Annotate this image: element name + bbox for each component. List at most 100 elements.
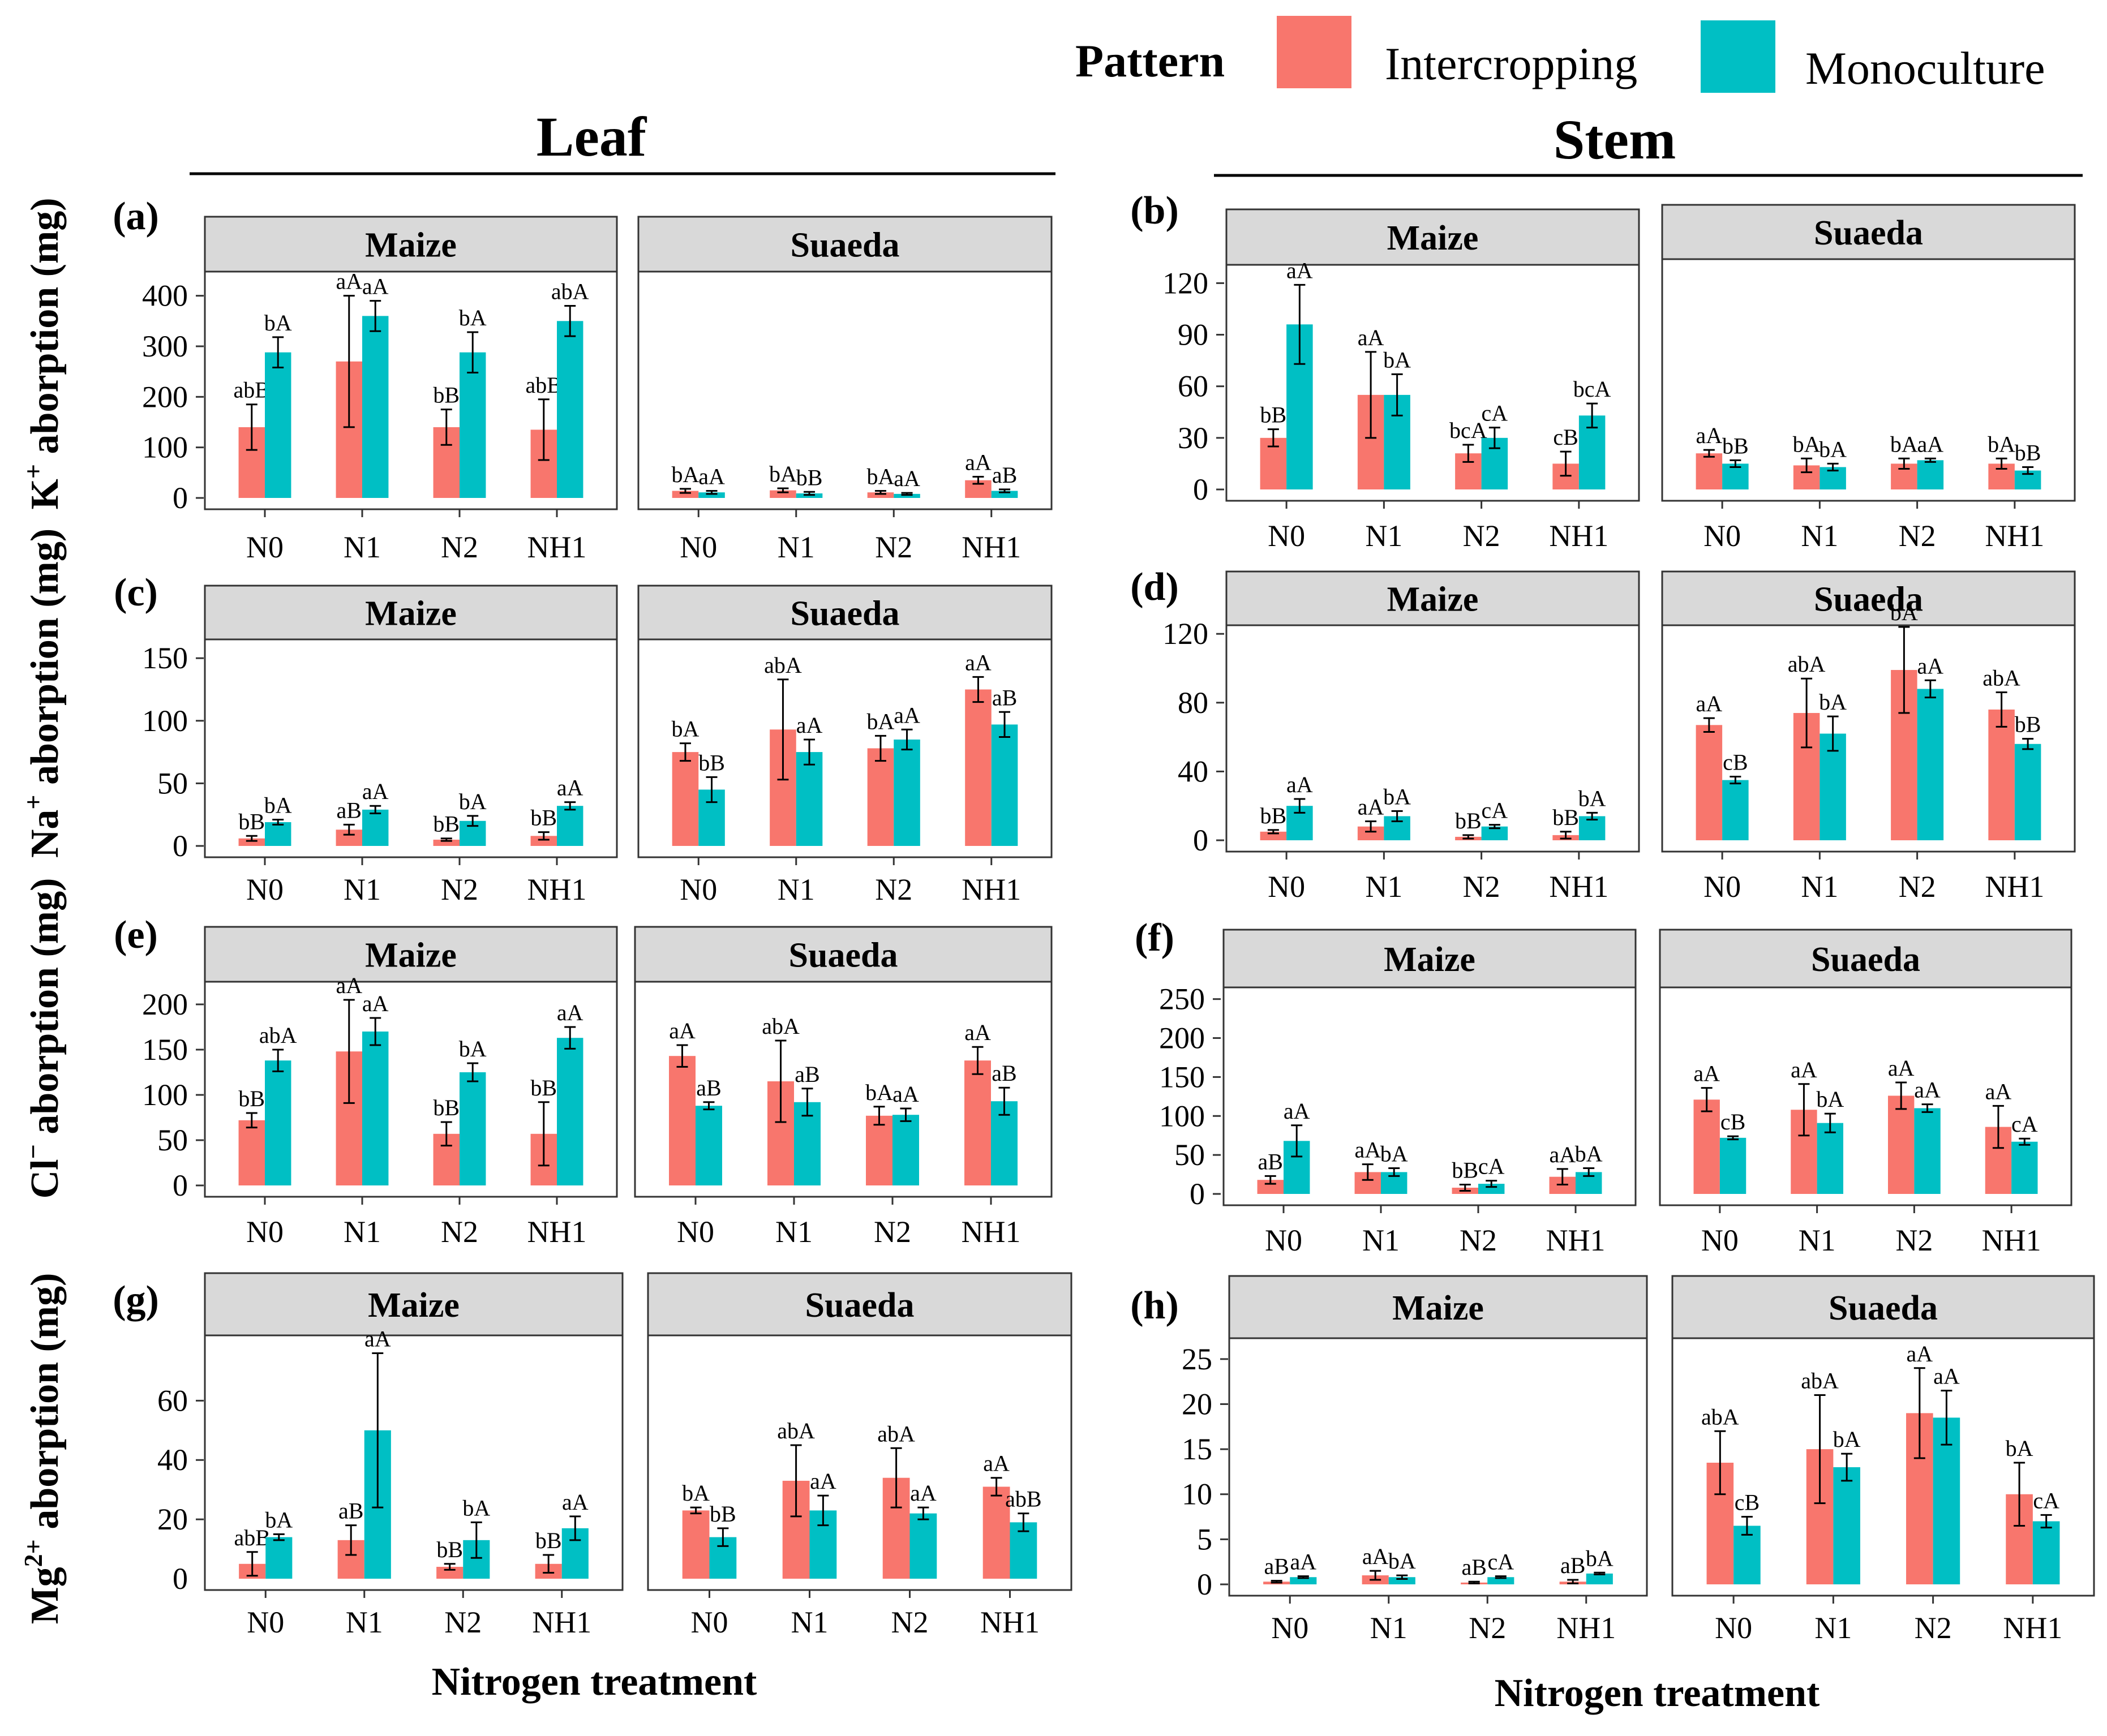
- significance-label: abA: [777, 1418, 815, 1443]
- significance-label: bA: [265, 1507, 293, 1532]
- row-label-na-charge: +: [19, 794, 48, 809]
- x-axis-title-stem: Nitrogen treatment: [1495, 1671, 1820, 1715]
- significance-label: aA: [964, 1020, 991, 1045]
- x-tick-label-n2: N2: [875, 873, 912, 906]
- facet-title-maize: Maize: [1392, 1289, 1484, 1327]
- significance-label: bB: [1260, 803, 1287, 828]
- x-tick-label-n1: N1: [344, 530, 381, 564]
- row-label-k: K+ aborption (mg): [19, 197, 67, 509]
- significance-label: aA: [1286, 772, 1313, 797]
- significance-label: bA: [1383, 347, 1411, 372]
- x-tick-label-nh1: NH1: [962, 530, 1021, 564]
- row-label-mg-text: aborption (mg): [23, 1273, 67, 1540]
- x-tick-label-n0: N0: [680, 530, 717, 564]
- significance-label: aA: [1696, 691, 1723, 716]
- bar-intercropping-nh1: [1988, 709, 2015, 840]
- facet-strip: [204, 926, 618, 983]
- significance-label: bA: [672, 716, 700, 742]
- row-label-k-ion: K: [23, 479, 67, 509]
- x-tick-label-n1: N1: [1365, 519, 1402, 553]
- row-label-k-text: aborption (mg): [23, 197, 67, 464]
- x-tick-label-n2: N2: [1899, 519, 1936, 553]
- significance-label: aA: [1549, 1142, 1576, 1167]
- x-tick-label-n1: N1: [346, 1605, 383, 1639]
- significance-label: bB: [2015, 440, 2041, 466]
- x-tick-label-nh1: NH1: [962, 1215, 1021, 1249]
- x-tick-label-n2: N2: [1460, 1223, 1497, 1257]
- facet-title-suaeda: Suaeda: [791, 226, 900, 265]
- bar-monoculture-n0: [698, 492, 725, 498]
- panel-tag: (f): [1135, 916, 1174, 960]
- x-tick-label-nh1: NH1: [980, 1605, 1040, 1639]
- significance-label: bB: [433, 811, 460, 837]
- facet-panel: [1228, 1337, 1648, 1597]
- significance-label: cB: [1720, 1109, 1745, 1135]
- significance-label: aB: [1560, 1553, 1585, 1578]
- significance-label: bB: [436, 1537, 463, 1562]
- significance-label: aB: [1461, 1554, 1486, 1580]
- significance-label: bA: [1890, 600, 1918, 625]
- legend-swatch-intercropping: [1277, 16, 1351, 88]
- significance-label: bB: [238, 809, 265, 834]
- column-title-leaf: Leaf: [537, 105, 647, 168]
- facet-title-maize: Maize: [365, 226, 457, 265]
- x-tick-label-n0: N0: [246, 1215, 284, 1249]
- significance-label: bA: [1383, 784, 1411, 809]
- x-tick-label-nh1: NH1: [1985, 870, 2044, 904]
- significance-label: aA: [1358, 794, 1384, 820]
- significance-label: bA: [459, 305, 487, 330]
- bar-monoculture-n0: [1722, 463, 1749, 489]
- bar-monoculture-n2: [1917, 689, 1944, 840]
- significance-label: bB: [530, 1075, 557, 1101]
- bar-monoculture-n1: [1817, 1123, 1843, 1194]
- significance-label: bB: [433, 383, 460, 408]
- row-label-na-text: aborption (mg): [23, 528, 67, 795]
- facet-strip: [204, 585, 618, 641]
- bar-intercropping-n1: [770, 490, 796, 498]
- bar-intercropping-n2: [1888, 1095, 1915, 1194]
- significance-label: abA: [764, 652, 802, 678]
- significance-label: aA: [562, 1489, 589, 1515]
- y-tick-label: 100: [142, 704, 188, 738]
- x-tick-label-nh1: NH1: [527, 873, 587, 906]
- x-tick-label-n2: N2: [874, 1215, 911, 1249]
- significance-label: abA: [1788, 651, 1826, 677]
- y-tick-label: 250: [1159, 982, 1205, 1016]
- significance-label: abA: [259, 1022, 297, 1048]
- x-tick-label-n1: N1: [1814, 1611, 1852, 1645]
- significance-label: aA: [336, 269, 362, 294]
- facet-strip: [1228, 1275, 1648, 1339]
- significance-label: aA: [364, 1326, 391, 1351]
- significance-label: aA: [965, 650, 992, 675]
- bar-monoculture-nh1: [2014, 744, 2041, 840]
- bar-monoculture-nh1: [2011, 1141, 2038, 1194]
- significance-label: abA: [762, 1013, 800, 1039]
- panel-tag: (b): [1130, 189, 1179, 233]
- significance-label: bA: [1575, 1141, 1603, 1167]
- y-tick-label: 30: [1178, 421, 1208, 455]
- significance-label: aB: [1264, 1554, 1289, 1579]
- x-tick-label-n1: N1: [1370, 1611, 1407, 1645]
- significance-label: bB: [1260, 402, 1287, 428]
- bar-monoculture-nh1: [2032, 1521, 2060, 1584]
- significance-label: bcA: [1449, 418, 1487, 443]
- bar-monoculture-n1: [1388, 1577, 1415, 1584]
- significance-label: aA: [1907, 1341, 1933, 1367]
- x-tick-label-nh1: NH1: [1556, 1611, 1616, 1645]
- significance-label: aA: [892, 1081, 919, 1107]
- significance-label: aA: [336, 973, 362, 998]
- bar-monoculture-nh1: [557, 1038, 583, 1185]
- y-tick-label: 40: [1178, 754, 1208, 788]
- y-tick-label: 0: [173, 481, 188, 515]
- bar-intercropping-nh1: [965, 689, 992, 846]
- facet-strip: [1661, 570, 2076, 626]
- y-tick-label: 100: [142, 1078, 188, 1112]
- bar-intercropping-nh1: [530, 836, 557, 846]
- bar-monoculture-n2: [892, 1115, 919, 1185]
- significance-label: cA: [1478, 1154, 1505, 1179]
- x-tick-label-n2: N2: [891, 1605, 929, 1639]
- bar-monoculture-nh1: [991, 724, 1018, 846]
- significance-label: abA: [551, 279, 589, 304]
- bar-monoculture-n0: [1290, 1577, 1317, 1584]
